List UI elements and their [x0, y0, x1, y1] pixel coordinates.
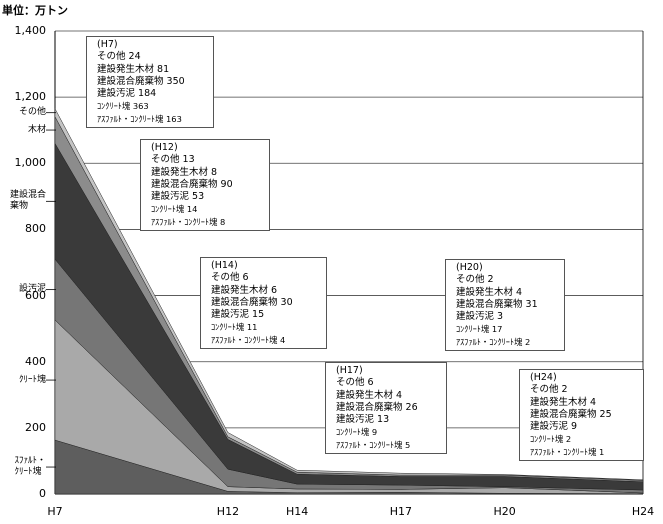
series-label: その他 [18, 107, 46, 118]
annotation-line: その他 6 [211, 272, 249, 284]
annotation-line: 建設汚泥 15 [211, 309, 265, 321]
annotation-line: 建設混合廃棄物 25 [530, 408, 612, 420]
annotation-box: (H14) その他 6 建設発生木材 6 建設混合廃棄物 30 建設汚泥 15 ｺﾝｸﾘｰ… [200, 257, 327, 350]
annotation-line: 建設汚泥 53 [151, 191, 205, 203]
y-tick-label: 600 [25, 288, 46, 302]
annotation-year: (H12) [151, 142, 178, 153]
annotation-line: 建設混合廃棄物 90 [151, 178, 233, 190]
annotation-box: (H24) その他 2 建設発生木材 4 建設混合廃棄物 25 建設汚泥 9 ｺﾝｸﾘｰﾄ… [519, 369, 644, 462]
annotation-box: (H20) その他 2 建設発生木材 4 建設混合廃棄物 31 建設汚泥 3 ｺﾝｸﾘｰﾄ… [445, 259, 565, 352]
area-series-5 [54, 108, 644, 481]
series-label: 木材 [27, 124, 46, 135]
annotation-line: 建設汚泥 3 [456, 311, 504, 323]
series-label: 設汚泥 [18, 284, 46, 295]
x-tick-label: H12 [216, 505, 240, 518]
annotation-line: 建設混合廃棄物 30 [211, 296, 293, 308]
annotation-line: 建設発生木材 81 [97, 63, 170, 75]
x-tick-label: H14 [285, 505, 309, 518]
annotation-line: 建設発生木材 4 [530, 396, 597, 408]
annotation-box: (H7) その他 24 建設発生木材 81 建設混合廃棄物 350 建設汚泥 184 ｺﾝ… [86, 36, 214, 129]
unit-label: 単位：万トン [2, 4, 68, 17]
x-tick-label: H20 [493, 505, 516, 518]
annotation-line: 建設汚泥 9 [530, 421, 578, 433]
y-tick-label: 0 [39, 487, 46, 500]
annotation-line: ｺﾝｸﾘｰﾄ塊 9 [336, 427, 378, 438]
annotation-line: ｺﾝｸﾘｰﾄ塊 11 [211, 322, 258, 333]
annotation-year: (H24) [530, 372, 557, 383]
annotation-line: 建設混合廃棄物 350 [97, 75, 185, 87]
annotation-line: 建設汚泥 13 [336, 414, 390, 426]
x-tick-label: H7 [47, 505, 63, 518]
annotation-line: ｱｽﾌｧﾙﾄ・ｺﾝｸﾘｰﾄ塊 1 [530, 446, 605, 457]
annotation-line: 建設汚泥 184 [97, 88, 157, 100]
series-label: ｸﾘｰﾄ塊 [18, 374, 46, 385]
series-label: 建設混合 棄物 [9, 190, 46, 212]
y-tick-label: 1,000 [14, 156, 47, 170]
annotation-line: 建設混合廃棄物 31 [456, 298, 538, 310]
annotation-line: 建設発生木材 4 [336, 389, 403, 401]
x-tick-label: H17 [389, 505, 413, 518]
annotation-line: その他 24 [97, 51, 141, 63]
annotation-line: その他 2 [456, 274, 494, 286]
annotation-line: 建設混合廃棄物 26 [336, 401, 418, 413]
annotation-line: ｱｽﾌｧﾙﾄ・ｺﾝｸﾘｰﾄ塊 8 [151, 216, 226, 227]
annotation-line: ｺﾝｸﾘｰﾄ塊 363 [97, 101, 149, 112]
y-tick-label: 1,400 [14, 24, 47, 37]
annotation-year: (H20) [456, 262, 483, 273]
x-tick-label: H24 [631, 505, 655, 518]
annotation-line: その他 6 [336, 377, 374, 389]
annotation-line: その他 2 [530, 384, 568, 396]
annotation-box: (H12) その他 13 建設発生木材 8 建設混合廃棄物 90 建設汚泥 53 ｺﾝｸﾘ… [140, 139, 270, 232]
annotation-box: (H17) その他 6 建設発生木材 4 建設混合廃棄物 26 建設汚泥 13 ｺﾝｸﾘｰ… [325, 362, 447, 455]
y-tick-label: 800 [25, 222, 46, 236]
annotation-year: (H17) [336, 365, 363, 376]
y-tick-label: 1,200 [14, 90, 47, 104]
annotation-line: ｺﾝｸﾘｰﾄ塊 17 [456, 324, 503, 335]
annotation-line: ｺﾝｸﾘｰﾄ塊 14 [151, 204, 198, 215]
annotation-line: ｺﾝｸﾘｰﾄ塊 2 [530, 434, 572, 445]
annotation-year: (H7) [97, 39, 118, 50]
annotation-line: 建設発生木材 6 [211, 284, 278, 296]
annotation-line: ｱｽﾌｧﾙﾄ・ｺﾝｸﾘｰﾄ塊 2 [456, 336, 531, 347]
annotation-line: ｱｽﾌｧﾙﾄ・ｺﾝｸﾘｰﾄ塊 4 [211, 334, 286, 345]
annotation-line: 建設発生木材 8 [151, 166, 218, 178]
annotation-year: (H14) [211, 260, 238, 271]
annotation-line: ｱｽﾌｧﾙﾄ・ｺﾝｸﾘｰﾄ塊 163 [97, 113, 182, 124]
annotation-line: ｱｽﾌｧﾙﾄ・ｺﾝｸﾘｰﾄ塊 5 [336, 439, 411, 450]
y-tick-label: 400 [25, 354, 46, 368]
y-tick-label: 200 [25, 420, 46, 434]
series-label: ｽﾌｧﾙﾄ・ ｸﾘｰﾄ塊 [14, 456, 46, 478]
annotation-line: 建設発生木材 4 [456, 286, 523, 298]
annotation-line: その他 13 [151, 154, 195, 166]
